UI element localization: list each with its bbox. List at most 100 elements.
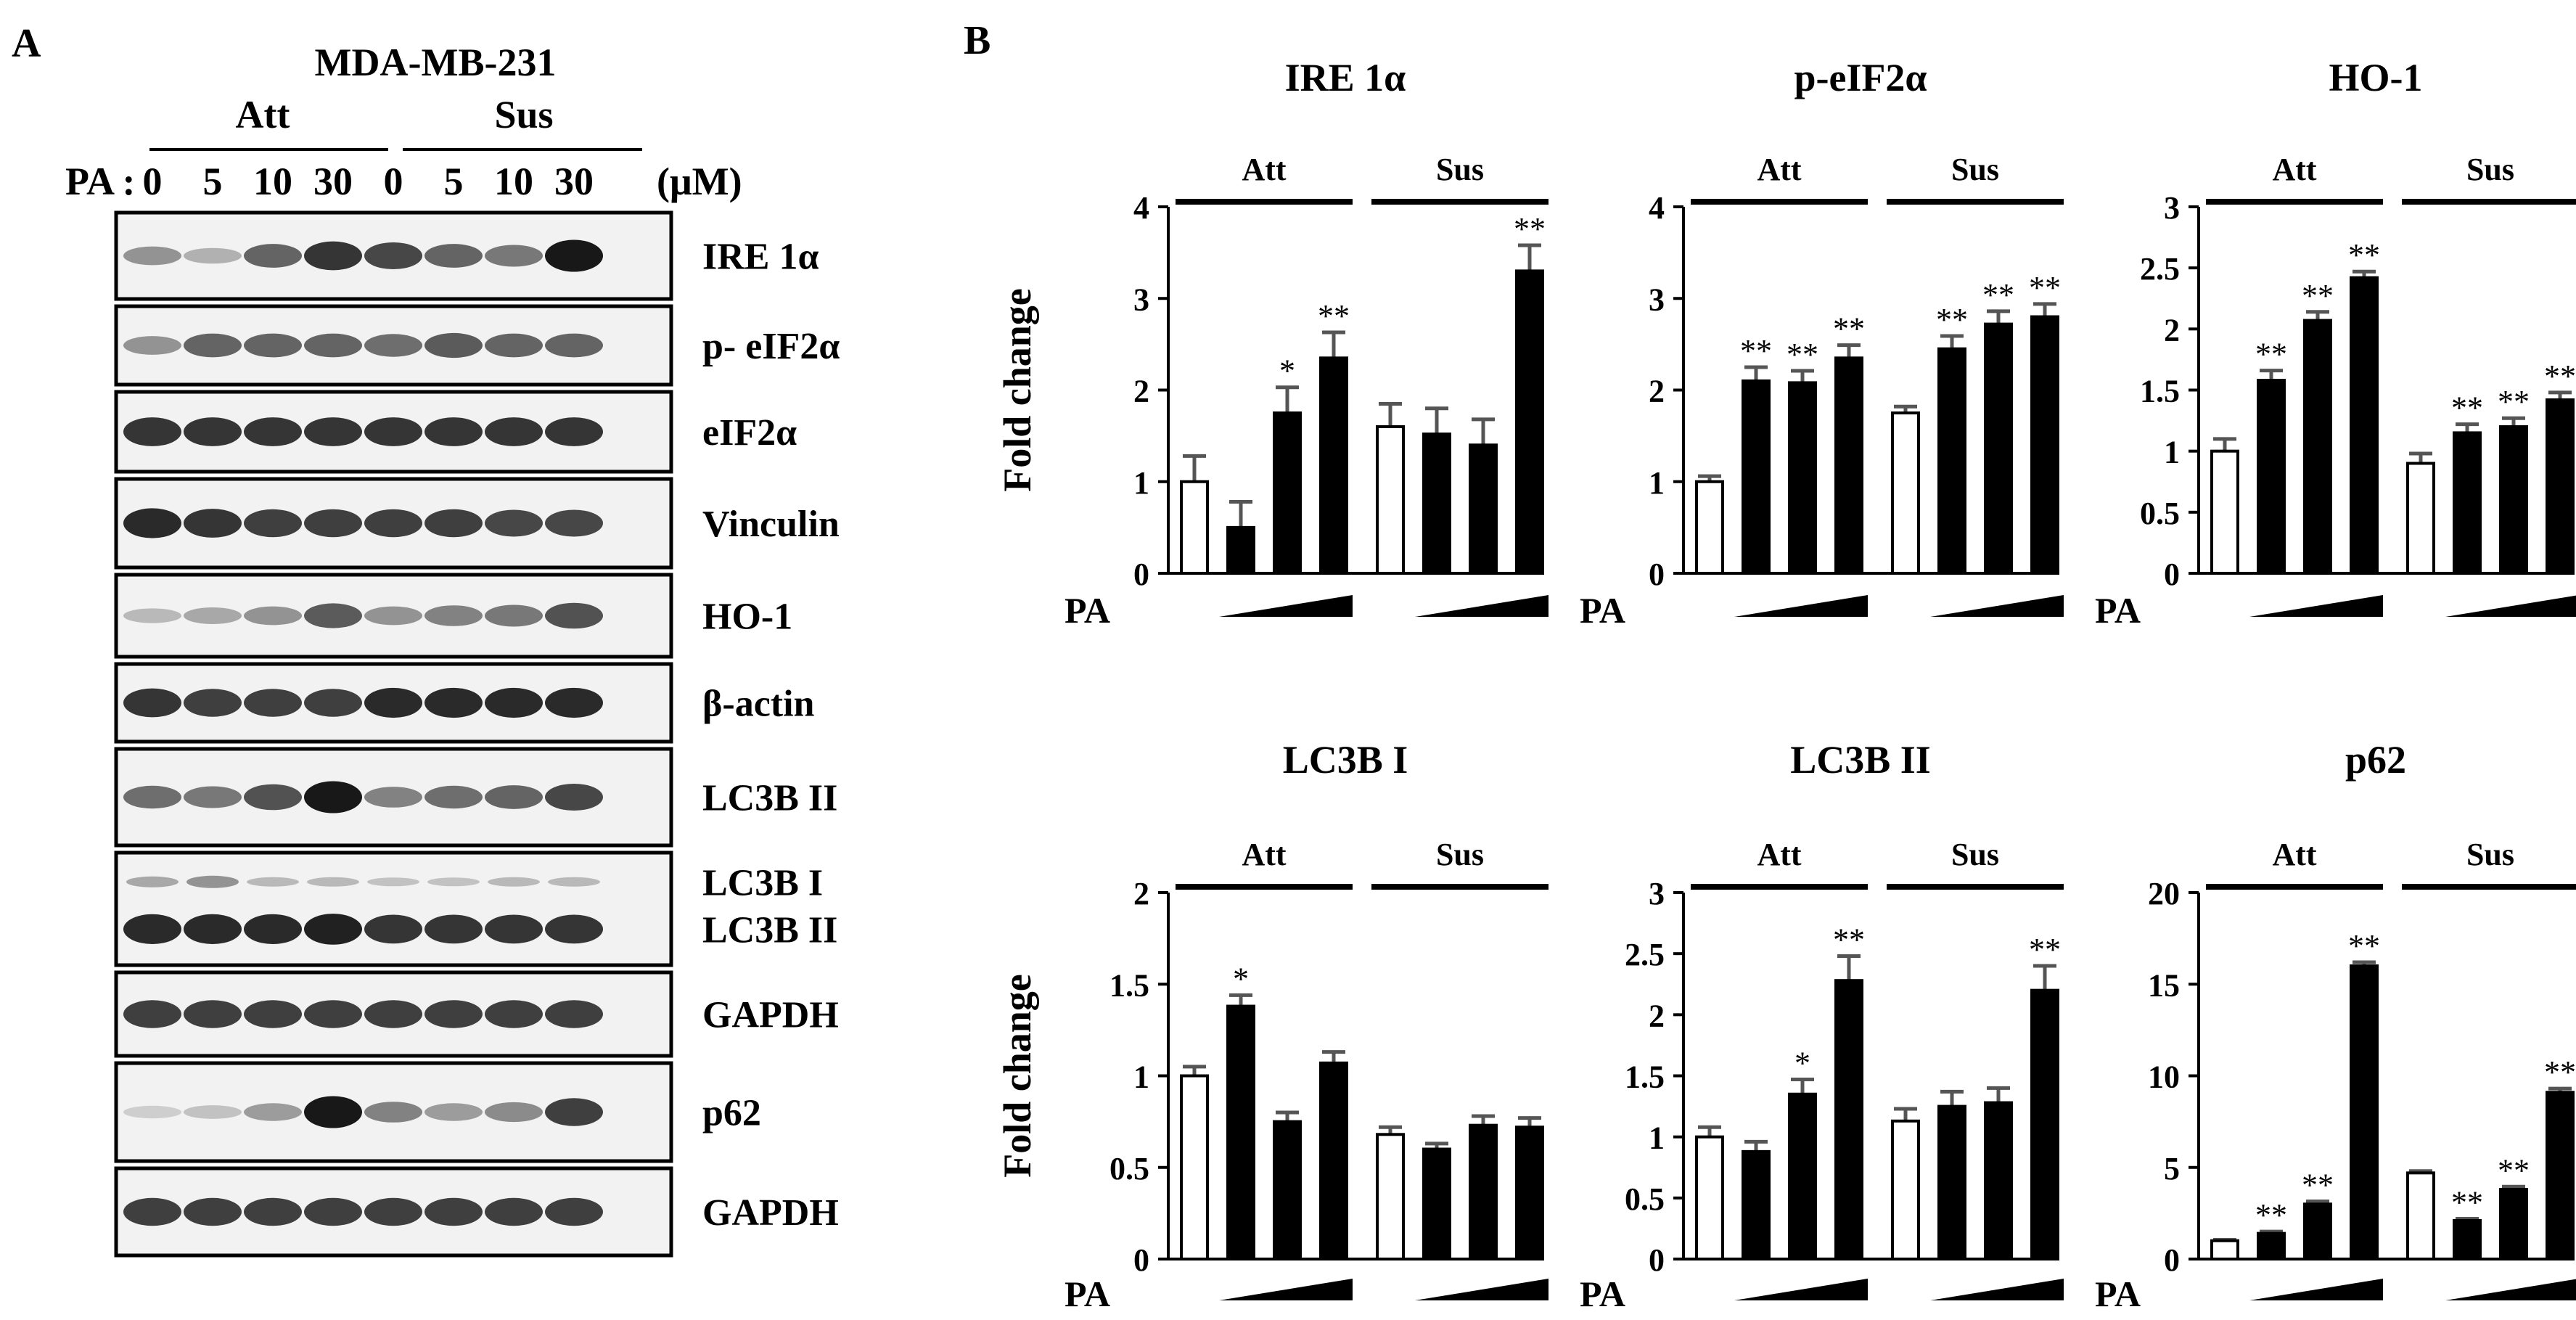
blot-lc3b2: LC3B II — [114, 747, 837, 848]
chart-3: HO-1 Att Sus 0 0.5 1 1.5 2 2.5 3 ** ** ** ** ** ** PA — [2095, 56, 2576, 631]
significance-mark: ** — [2498, 1152, 2530, 1188]
blot-band — [244, 333, 302, 358]
y-tick-label: 1.5 — [2140, 374, 2180, 409]
y-tick-label: 0 — [1649, 1242, 1665, 1278]
group-label-att: Att — [1757, 152, 1801, 187]
bar-control — [2406, 1171, 2435, 1260]
blot-band — [184, 1105, 242, 1119]
blot-label: LC3B I — [702, 862, 823, 903]
y-tick-label: 0 — [1133, 1242, 1149, 1278]
blot-band — [304, 241, 362, 271]
chart-6: p62 Att Sus 0 5 10 15 20 ** ** ** ** ** ** PA — [2095, 738, 2576, 1314]
blot-vinculin: Vinculin — [114, 477, 840, 570]
pa-label: PA : — [65, 160, 135, 203]
bar-control — [1376, 1133, 1405, 1261]
blot-band — [485, 509, 543, 537]
significance-mark: ** — [2302, 278, 2334, 313]
blot-band — [424, 1000, 483, 1028]
chart-title: p-eIF2α — [1794, 56, 1927, 99]
blot-band — [545, 914, 603, 944]
dose-ramp-sus — [2445, 1279, 2576, 1300]
blot-label: LC3B II — [702, 778, 837, 819]
y-tick-label: 1 — [1649, 465, 1665, 501]
blot-band — [184, 1197, 242, 1226]
blot-label: p62 — [702, 1093, 761, 1134]
blot-band — [545, 1000, 603, 1028]
blot-band — [244, 689, 302, 717]
blot-frame — [114, 850, 673, 967]
bar-treated — [2030, 315, 2059, 575]
blot-band — [304, 689, 362, 717]
blot-band — [545, 417, 603, 446]
blot-band-upper — [247, 877, 299, 887]
blot-label: β-actin — [702, 684, 815, 725]
y-tick-label: 3 — [1649, 282, 1665, 317]
blot-band-upper — [427, 877, 480, 887]
y-tick-label: 0.5 — [2140, 496, 2180, 531]
y-axis-label: Fold change — [996, 974, 1039, 1178]
significance-mark: * — [1233, 961, 1249, 996]
bar-treated — [1937, 1104, 1966, 1261]
blot-bactin: β-actin — [114, 662, 815, 744]
y-tick-label: 2.5 — [2140, 251, 2180, 287]
blot-band — [244, 244, 302, 268]
y-tick-label: 2 — [1133, 374, 1149, 409]
dose-label: 5 — [444, 160, 464, 203]
blot-band — [123, 1105, 181, 1119]
blot-band — [485, 785, 543, 809]
dose-labels: 0 5 10 30 0 5 10 30 — [143, 160, 594, 203]
y-tick-label: 10 — [2148, 1059, 2180, 1095]
blot-band — [424, 1103, 483, 1121]
dose-label: 10 — [494, 160, 533, 203]
blot-band — [364, 1197, 422, 1226]
dose-label: 5 — [203, 160, 223, 203]
blot-band — [364, 242, 422, 269]
blot-band — [424, 785, 483, 809]
bar-treated — [1422, 433, 1451, 575]
y-tick-label: 3 — [1133, 282, 1149, 317]
bar-treated — [1742, 379, 1771, 575]
blot-band — [485, 1197, 543, 1226]
blot-band — [424, 914, 483, 944]
bar-treated — [2453, 1218, 2482, 1260]
y-tick-label: 5 — [2164, 1151, 2180, 1186]
blot-band — [485, 914, 543, 944]
group-label-sus: Sus — [1951, 152, 1999, 187]
significance-mark: ** — [2544, 358, 2576, 394]
bar-treated — [2257, 1231, 2286, 1261]
dose-label: 30 — [313, 160, 353, 203]
dose-label: 30 — [554, 160, 594, 203]
blot-p62: p62 — [114, 1061, 761, 1163]
y-tick-label: 4 — [1649, 190, 1665, 226]
blot-band — [424, 332, 483, 358]
y-tick-label: 1.5 — [1109, 967, 1149, 1003]
chart-title: LC3B I — [1283, 738, 1408, 782]
blot-band-upper — [126, 876, 179, 887]
y-axis-label: Fold change — [996, 288, 1039, 492]
blot-band — [304, 333, 362, 358]
significance-mark: ** — [1833, 922, 1865, 958]
significance-mark: ** — [2029, 932, 2061, 967]
blot-band — [304, 781, 362, 813]
blot-band-upper — [367, 877, 419, 887]
blot-band — [364, 417, 422, 446]
blot-band — [364, 334, 422, 357]
chart-title: LC3B II — [1790, 738, 1931, 782]
group-label-sus: Sus — [1951, 837, 1999, 872]
blot-label: IRE 1α — [702, 237, 819, 278]
blot-band — [304, 914, 362, 945]
bar-treated — [2350, 964, 2379, 1260]
blot-band — [545, 602, 603, 629]
x-axis-label: PA — [1065, 590, 1110, 631]
blot-band — [244, 606, 302, 626]
blot-band-upper — [307, 877, 359, 887]
y-tick-label: 3 — [1649, 876, 1665, 911]
significance-mark: ** — [2544, 1054, 2576, 1090]
significance-mark: ** — [2255, 337, 2287, 372]
blot-band — [424, 687, 483, 718]
bar-treated — [2257, 379, 2286, 575]
y-tick-label: 0.5 — [1109, 1151, 1149, 1186]
